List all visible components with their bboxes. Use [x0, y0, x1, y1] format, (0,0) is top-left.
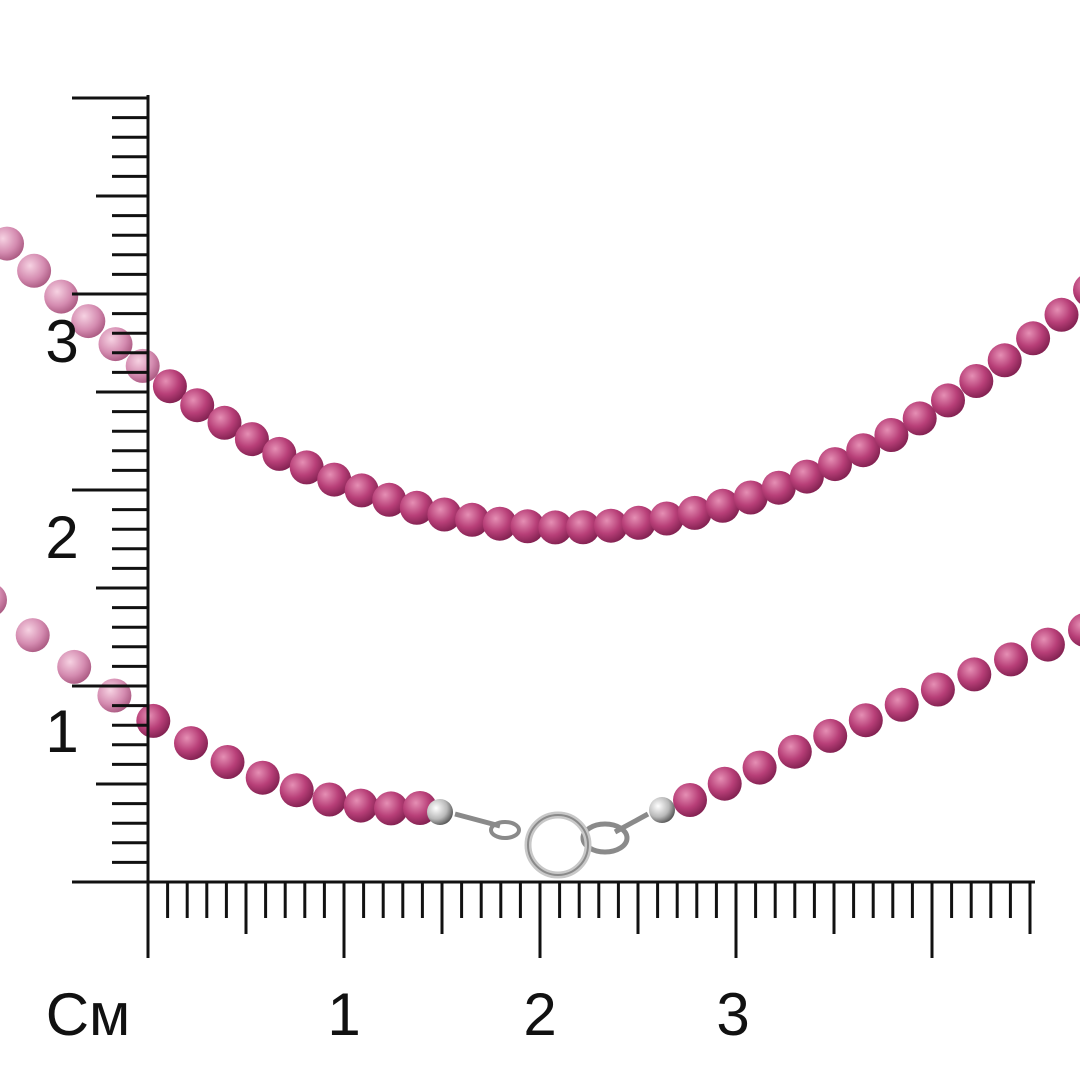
y-label: 1 [45, 698, 78, 765]
bead [846, 433, 881, 468]
bead [374, 791, 408, 826]
bead [44, 279, 79, 314]
x-label: 1 [327, 981, 360, 1048]
bead [57, 649, 92, 684]
bead [884, 687, 919, 722]
necklace [0, 226, 1080, 826]
bead [482, 506, 517, 541]
bead [210, 745, 245, 779]
x-label: 2 [523, 981, 556, 1048]
bead [180, 388, 215, 423]
bead [289, 450, 324, 485]
bead [1068, 613, 1080, 647]
bead [777, 734, 812, 769]
bead [344, 473, 379, 508]
ruler: См 1 2 3 1 2 3 [45, 95, 1035, 1048]
bead [813, 718, 848, 753]
clasp [427, 797, 675, 879]
bead [312, 782, 347, 817]
bead [705, 488, 740, 523]
bead [97, 678, 132, 713]
bead [234, 422, 269, 457]
bead [317, 462, 352, 497]
bead [593, 508, 628, 543]
bead [15, 618, 50, 653]
bead [427, 497, 462, 532]
bead [1044, 297, 1079, 332]
bead [279, 773, 314, 808]
bead [987, 343, 1022, 378]
bead [1030, 627, 1065, 662]
bead [761, 470, 796, 505]
bead [17, 253, 52, 288]
bead [0, 586, 7, 614]
bead [262, 436, 297, 471]
bead [931, 383, 965, 418]
y-label: 3 [45, 308, 78, 375]
bead [673, 783, 707, 817]
unit-label: См [46, 981, 131, 1048]
bead [455, 502, 490, 537]
bead [343, 788, 378, 823]
bead [174, 726, 208, 761]
bead [538, 510, 573, 545]
bead [957, 657, 992, 692]
bead [789, 459, 824, 494]
bead [649, 501, 684, 536]
bead [125, 348, 160, 383]
bead [733, 480, 768, 515]
bead [920, 672, 955, 707]
bead [902, 401, 937, 436]
bead [677, 495, 712, 530]
bead [399, 490, 434, 525]
bead [566, 510, 601, 545]
bead [152, 369, 187, 404]
bead [994, 642, 1028, 677]
bead [71, 304, 106, 339]
bead [959, 364, 994, 398]
bead [372, 482, 407, 517]
bead [742, 750, 777, 785]
bead [245, 760, 280, 795]
bead [848, 703, 883, 738]
bead [510, 509, 545, 544]
bead [136, 703, 171, 738]
bead [621, 505, 656, 540]
bead [1016, 321, 1051, 356]
bead [1073, 276, 1080, 304]
x-label: 3 [716, 981, 749, 1048]
bead [207, 405, 242, 440]
bead [874, 418, 909, 452]
bead [707, 766, 742, 801]
bead [818, 447, 852, 482]
y-label: 2 [45, 504, 78, 571]
bead [0, 226, 24, 261]
